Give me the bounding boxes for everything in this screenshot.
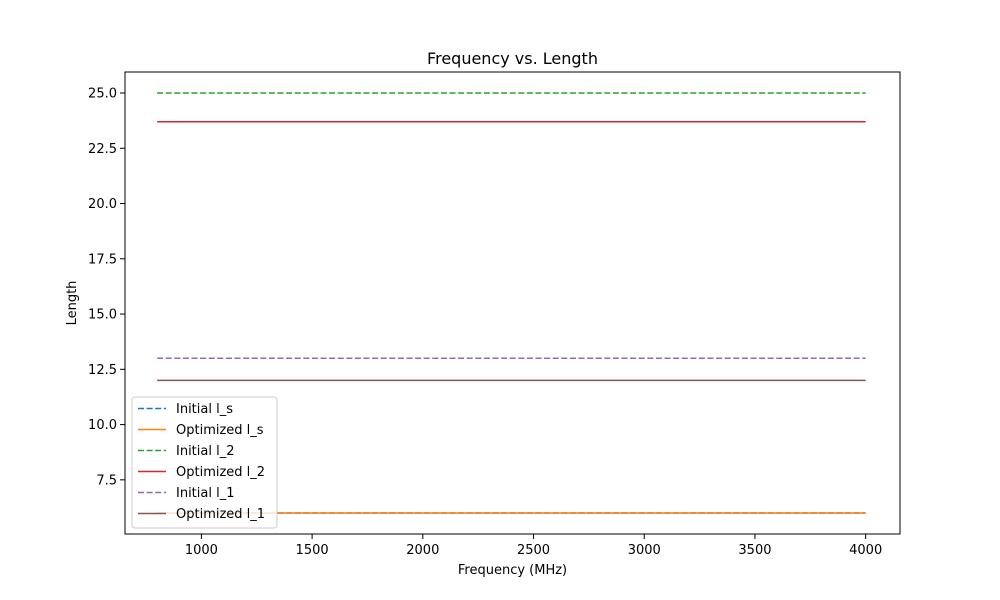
y-axis-title: Length <box>65 281 80 326</box>
x-axis-ticks: 1000 1500 2000 2500 3000 3500 4000 <box>185 534 882 558</box>
chart-title: Frequency vs. Length <box>427 49 598 68</box>
legend-label: Initial l_s <box>176 402 233 417</box>
x-tick-label: 2000 <box>406 543 439 558</box>
x-tick-label: 1500 <box>296 543 329 558</box>
legend-label: Optimized l_2 <box>176 465 265 480</box>
y-tick-label: 7.5 <box>96 473 117 488</box>
x-tick-label: 2500 <box>517 543 550 558</box>
plot-frame <box>124 71 901 535</box>
y-tick-label: 10.0 <box>88 418 117 433</box>
y-tick-label: 20.0 <box>88 197 117 212</box>
legend-label: Optimized l_1 <box>176 507 265 522</box>
legend-box <box>131 396 278 529</box>
x-tick-label: 3000 <box>628 543 661 558</box>
legend-label: Initial l_1 <box>176 486 235 501</box>
y-axis-ticks: 7.5 10.0 12.5 15.0 17.5 20.0 22.5 25.0 <box>88 87 125 488</box>
y-tick-label: 22.5 <box>88 142 117 157</box>
legend: Initial l_s Optimized l_s Initial l_2 Optim… <box>131 396 278 529</box>
legend-label: Optimized l_s <box>176 423 264 438</box>
y-tick-label: 15.0 <box>88 308 117 323</box>
legend-label: Initial l_2 <box>176 444 235 459</box>
x-axis-title: Frequency (MHz) <box>458 563 567 578</box>
x-tick-label: 1000 <box>185 543 218 558</box>
x-tick-label: 3500 <box>738 543 771 558</box>
x-tick-label: 4000 <box>849 543 882 558</box>
y-tick-label: 17.5 <box>88 252 117 267</box>
y-tick-label: 12.5 <box>88 363 117 378</box>
y-tick-label: 25.0 <box>88 87 117 102</box>
